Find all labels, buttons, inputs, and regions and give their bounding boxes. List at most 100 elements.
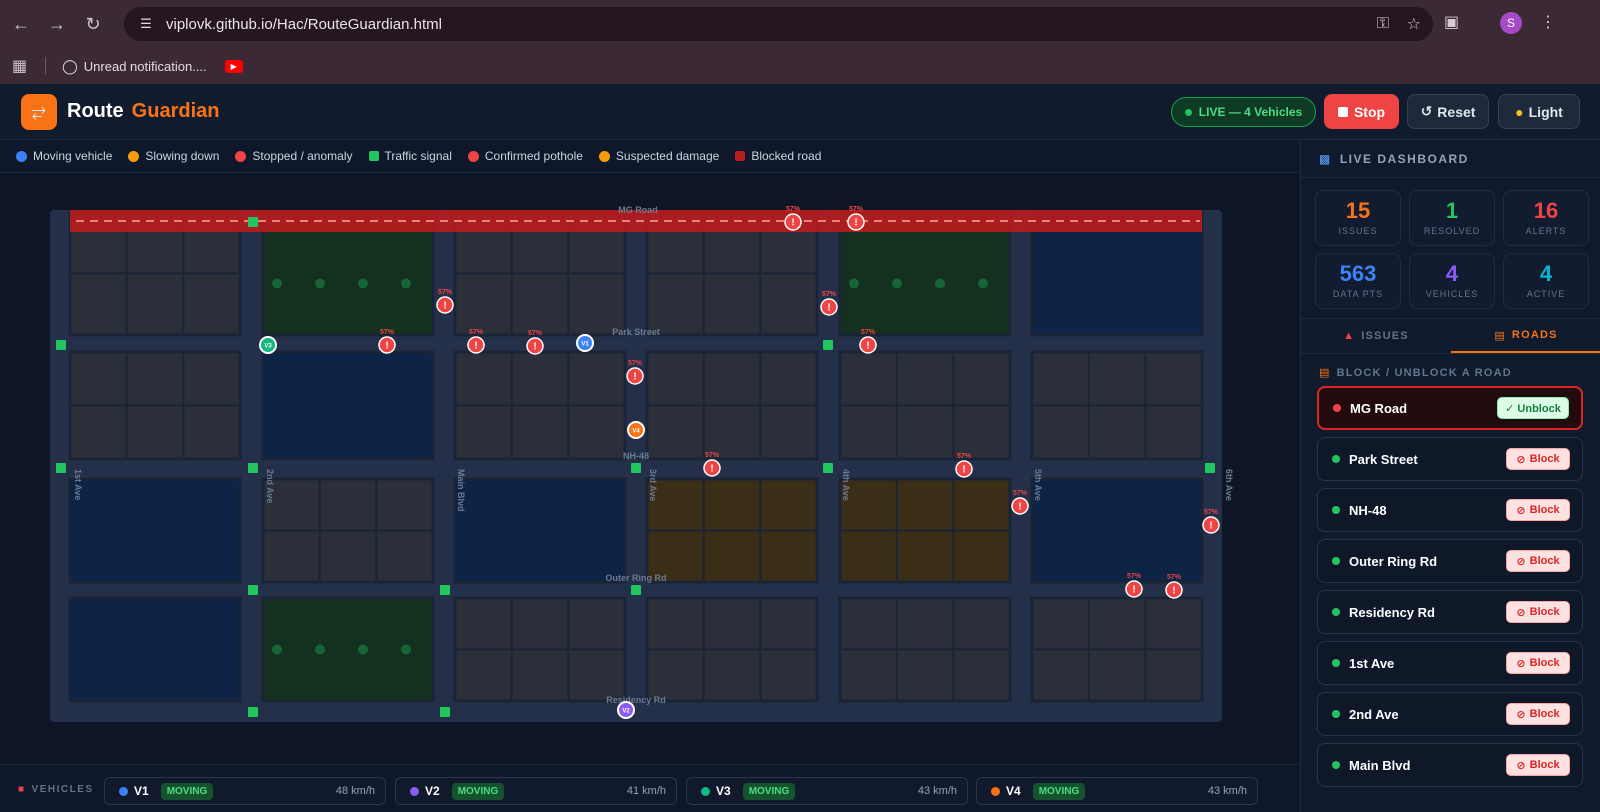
tree-icon bbox=[315, 644, 325, 655]
traffic-signal-icon bbox=[56, 340, 66, 350]
menu-kebab-icon[interactable]: ⋮ bbox=[1540, 14, 1556, 31]
pothole-confidence: 57% bbox=[380, 329, 395, 336]
pothole-glyph: ! bbox=[1132, 585, 1135, 596]
tree-icon bbox=[358, 278, 368, 289]
address-bar[interactable]: ☰ viplovk.github.io/Hac/RouteGuardian.ht… bbox=[124, 7, 1433, 41]
road-name: Park Street bbox=[1349, 451, 1418, 467]
stat-value: 15 bbox=[1345, 198, 1371, 223]
road-name: NH-48 bbox=[1349, 502, 1387, 518]
vehicle-card[interactable]: V3 MOVING 43 km/h bbox=[686, 777, 968, 805]
pothole-marker[interactable] bbox=[859, 336, 877, 354]
stat-card: 16 ALERTS bbox=[1503, 190, 1589, 246]
legend-swatch bbox=[598, 150, 610, 162]
block-button[interactable]: ⊘ Block bbox=[1506, 601, 1570, 623]
pothole-marker[interactable] bbox=[955, 460, 973, 478]
tab-issues[interactable]: ▲ ISSUES bbox=[1301, 319, 1451, 353]
city-block bbox=[261, 350, 435, 461]
road-label: 6th Ave bbox=[1224, 469, 1234, 501]
vehicle-status-badge: MOVING bbox=[451, 782, 505, 800]
unblock-button[interactable]: ✓ Unblock bbox=[1497, 397, 1569, 419]
road-row: Outer Ring Rd ⊘ Block bbox=[1317, 539, 1583, 583]
block-button[interactable]: ⊘ Block bbox=[1506, 550, 1570, 572]
dashboard-panel: ▩ LIVE DASHBOARD 15 ISSUES 1 RESOLVED 16 ALERT… bbox=[1300, 140, 1600, 812]
pothole-glyph: ! bbox=[1018, 502, 1021, 513]
road-label: Main Blvd bbox=[456, 469, 466, 512]
pothole-marker[interactable] bbox=[703, 459, 721, 477]
app-root: ⥂ Route Guardian LIVE — 4 Vehicles Stop ↺… bbox=[0, 84, 1600, 812]
forward-icon[interactable]: → bbox=[48, 13, 66, 34]
traffic-signal-icon bbox=[440, 585, 450, 595]
tree-icon bbox=[978, 278, 988, 289]
road-name: Residency Rd bbox=[1349, 604, 1435, 620]
pothole-marker[interactable] bbox=[526, 337, 544, 355]
tab-search-icon[interactable]: ▣ bbox=[1444, 14, 1460, 31]
stop-label: Stop bbox=[1353, 103, 1386, 120]
road-label: 5th Ave bbox=[1033, 469, 1043, 501]
youtube-icon[interactable]: ▶ bbox=[224, 59, 243, 73]
bookmark-item[interactable]: ◯ Unread notification.... bbox=[62, 58, 207, 75]
vehicle-marker[interactable] bbox=[576, 334, 594, 352]
vehicle-speed: 48 km/h bbox=[335, 785, 375, 797]
stop-button[interactable]: Stop bbox=[1324, 94, 1399, 129]
pothole-marker[interactable] bbox=[1165, 581, 1183, 599]
block-button[interactable]: ⊘ Block bbox=[1506, 652, 1570, 674]
block-button[interactable]: ⊘ Block bbox=[1506, 448, 1570, 470]
vehicle-card[interactable]: V1 MOVING 48 km/h bbox=[104, 777, 386, 805]
panel-tabs: ▲ ISSUES ▤ ROADS bbox=[1301, 318, 1600, 354]
url-text[interactable]: viplovk.github.io/Hac/RouteGuardian.html bbox=[166, 15, 442, 33]
vehicle-card[interactable]: V2 MOVING 41 km/h bbox=[395, 777, 677, 805]
pothole-marker[interactable] bbox=[784, 213, 802, 231]
city-block bbox=[68, 596, 242, 703]
map-canvas[interactable]: MG Road Park Street NH-48 Outer Ring Rd Resi… bbox=[0, 174, 1299, 764]
pothole-marker[interactable] bbox=[820, 298, 838, 316]
pothole-marker[interactable] bbox=[378, 336, 396, 354]
road-row: 2nd Ave ⊘ Block bbox=[1317, 692, 1583, 736]
back-icon[interactable]: ← bbox=[12, 13, 30, 34]
road-status-dot bbox=[1332, 506, 1340, 514]
vehicle-marker[interactable] bbox=[259, 336, 277, 354]
bookmark-star-icon[interactable]: ☆ bbox=[1406, 16, 1421, 33]
reload-icon[interactable]: ↻ bbox=[85, 13, 101, 34]
block-button[interactable]: ⊘ Block bbox=[1506, 703, 1570, 725]
password-key-icon[interactable]: ⚿ bbox=[1376, 15, 1389, 32]
pothole-marker[interactable] bbox=[467, 336, 485, 354]
theme-toggle-button[interactable]: ● Light bbox=[1498, 94, 1580, 129]
city-block bbox=[838, 210, 1012, 337]
block-button[interactable]: ⊘ Block bbox=[1506, 754, 1570, 776]
stat-label: ALERTS bbox=[1525, 226, 1567, 236]
block-label: Block bbox=[1529, 453, 1560, 465]
city-map[interactable]: MG Road Park Street NH-48 Outer Ring Rd Resi… bbox=[0, 174, 1299, 774]
road-label: Park Street bbox=[612, 327, 660, 337]
alarm-icon: ▲ bbox=[1343, 330, 1356, 342]
legend-item: Slowing down bbox=[128, 149, 219, 163]
vehicle-marker[interactable] bbox=[627, 421, 645, 439]
apps-grid-icon[interactable]: ▦ bbox=[12, 58, 28, 75]
traffic-signal-icon bbox=[248, 217, 258, 227]
profile-avatar[interactable]: S bbox=[1500, 12, 1522, 34]
tab-roads[interactable]: ▤ ROADS bbox=[1451, 319, 1600, 353]
vehicle-marker[interactable] bbox=[617, 701, 635, 719]
dashboard-title: LIVE DASHBOARD bbox=[1339, 151, 1469, 166]
block-icon: ⊘ bbox=[1516, 555, 1526, 568]
pothole-marker[interactable] bbox=[436, 296, 454, 314]
pothole-marker[interactable] bbox=[1125, 580, 1143, 598]
road-status-dot bbox=[1332, 455, 1340, 463]
pothole-confidence: 57% bbox=[1204, 509, 1219, 516]
block-button[interactable]: ⊘ Block bbox=[1506, 499, 1570, 521]
reset-button[interactable]: ↺ Reset bbox=[1407, 94, 1489, 129]
site-settings-icon[interactable]: ☰ bbox=[140, 16, 152, 31]
city-block bbox=[68, 477, 242, 584]
pothole-confidence: 57% bbox=[528, 330, 543, 337]
pothole-marker[interactable] bbox=[1011, 497, 1029, 515]
legend-label: Traffic signal bbox=[384, 149, 452, 163]
block-label: Block bbox=[1529, 708, 1560, 720]
pothole-glyph: ! bbox=[854, 218, 857, 229]
pothole-glyph: ! bbox=[1172, 586, 1175, 597]
pothole-marker[interactable] bbox=[847, 213, 865, 231]
road-label: MG Road bbox=[618, 205, 658, 215]
vehicle-card[interactable]: V4 MOVING 43 km/h bbox=[976, 777, 1258, 805]
pothole-marker[interactable] bbox=[626, 367, 644, 385]
legend-item: Moving vehicle bbox=[16, 149, 112, 163]
tree-icon bbox=[849, 278, 859, 289]
pothole-marker[interactable] bbox=[1202, 516, 1220, 534]
